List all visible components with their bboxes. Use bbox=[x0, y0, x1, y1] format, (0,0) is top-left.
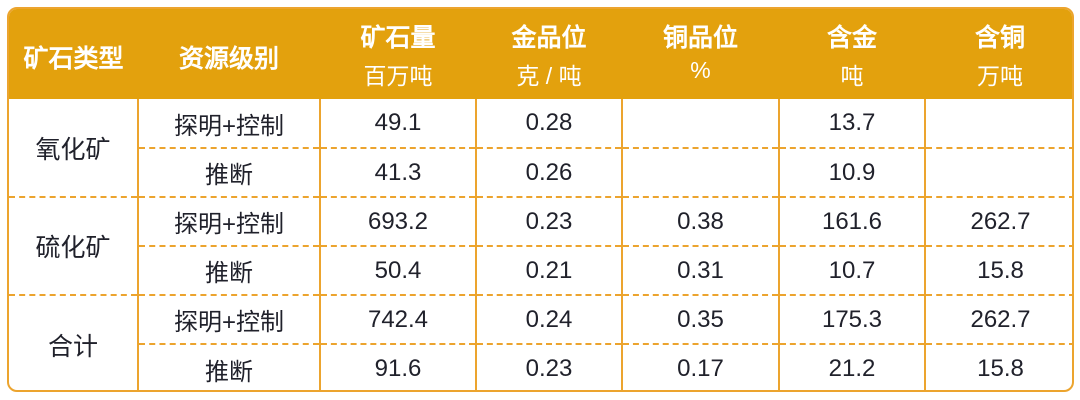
ore-tonnage-cell: 742.4 bbox=[319, 294, 476, 344]
table-row: 氧化矿 探明+控制 49.1 0.28 13.7 bbox=[9, 99, 1072, 164]
table-row: 推断 91.6 0.23 0.17 21.2 15.8 bbox=[9, 343, 1072, 390]
gold-grade-cell: 0.23 bbox=[475, 196, 622, 246]
unit-copper-content: 万吨 bbox=[977, 63, 1023, 89]
gold-grade-cell: 0.23 bbox=[475, 343, 622, 390]
copper-content-cell: 15.8 bbox=[924, 245, 1072, 295]
copper-content-cell bbox=[924, 147, 1072, 197]
resource-level-cell: 推断 bbox=[137, 343, 320, 390]
col-header-copper-content: 含铜 bbox=[974, 24, 1025, 52]
gold-grade-cell: 0.26 bbox=[475, 147, 622, 197]
ore-type-total: 合计 bbox=[9, 294, 138, 390]
col-header-ore-type: 矿石类型 bbox=[23, 45, 124, 73]
col-header-ore-tonnage: 矿石量 bbox=[360, 24, 436, 52]
copper-grade-cell: 0.35 bbox=[621, 294, 779, 344]
copper-content-cell: 262.7 bbox=[924, 294, 1072, 344]
gold-content-cell: 10.9 bbox=[778, 147, 925, 197]
gold-content-cell: 161.6 bbox=[778, 196, 925, 246]
unit-gold-content: 吨 bbox=[840, 63, 864, 89]
copper-grade-cell: 0.38 bbox=[621, 196, 779, 246]
resource-level-cell: 推断 bbox=[137, 245, 320, 295]
copper-grade-cell: 0.17 bbox=[621, 343, 779, 390]
copper-grade-cell bbox=[621, 147, 779, 197]
copper-content-cell: 15.8 bbox=[924, 343, 1072, 390]
resource-level-cell: 推断 bbox=[137, 147, 320, 197]
gold-grade-cell: 0.24 bbox=[475, 294, 622, 344]
unit-gold-grade: 克 / 吨 bbox=[516, 63, 582, 89]
resource-level-cell: 探明+控制 bbox=[137, 196, 320, 246]
gold-content-cell: 10.7 bbox=[778, 245, 925, 295]
gold-grade-cell: 0.21 bbox=[475, 245, 622, 295]
mineral-resource-table: 矿石类型 资源级别 矿石量 金品位 铜品位 含金 含铜 百万吨 克 / 吨 % … bbox=[7, 7, 1074, 392]
col-header-resource-level: 资源级别 bbox=[178, 45, 279, 73]
ore-tonnage-cell: 91.6 bbox=[319, 343, 476, 390]
resource-level-cell: 探明+控制 bbox=[137, 99, 320, 148]
table-row: 合计 探明+控制 742.4 0.24 0.35 175.3 262.7 bbox=[9, 294, 1072, 390]
ore-type-sulfide: 硫化矿 bbox=[9, 196, 138, 295]
table-header: 矿石类型 资源级别 矿石量 金品位 铜品位 含金 含铜 百万吨 克 / 吨 % … bbox=[9, 9, 1072, 99]
ore-tonnage-cell: 49.1 bbox=[319, 99, 476, 148]
gold-content-cell: 21.2 bbox=[778, 343, 925, 390]
copper-content-cell bbox=[924, 99, 1072, 148]
copper-content-cell: 262.7 bbox=[924, 196, 1072, 246]
ore-tonnage-cell: 693.2 bbox=[319, 196, 476, 246]
unit-copper-grade: % bbox=[690, 57, 711, 83]
ore-tonnage-cell: 50.4 bbox=[319, 245, 476, 295]
col-header-gold-content: 含金 bbox=[826, 24, 877, 52]
table-row: 推断 50.4 0.21 0.31 10.7 15.8 bbox=[9, 245, 1072, 295]
col-header-gold-grade: 金品位 bbox=[511, 24, 587, 52]
table-row: 硫化矿 探明+控制 693.2 0.23 0.38 161.6 262.7 bbox=[9, 196, 1072, 295]
copper-grade-cell bbox=[621, 99, 779, 148]
ore-tonnage-cell: 41.3 bbox=[319, 147, 476, 197]
gold-content-cell: 13.7 bbox=[778, 99, 925, 148]
copper-grade-cell: 0.31 bbox=[621, 245, 779, 295]
table-row: 推断 41.3 0.26 10.9 bbox=[9, 147, 1072, 197]
unit-ore-tonnage: 百万吨 bbox=[363, 63, 433, 89]
col-header-copper-grade: 铜品位 bbox=[662, 24, 738, 52]
gold-grade-cell: 0.28 bbox=[475, 99, 622, 148]
resource-table: 矿石类型 资源级别 矿石量 金品位 铜品位 含金 含铜 百万吨 克 / 吨 % … bbox=[9, 9, 1072, 390]
ore-type-oxide: 氧化矿 bbox=[35, 135, 111, 164]
resource-level-cell: 探明+控制 bbox=[137, 294, 320, 344]
gold-content-cell: 175.3 bbox=[778, 294, 925, 344]
